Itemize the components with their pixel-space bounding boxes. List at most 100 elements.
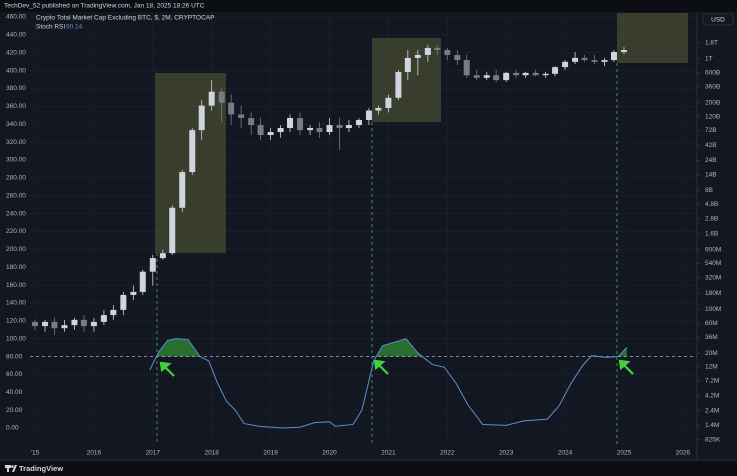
y2-tick-label: 900M xyxy=(705,246,721,253)
y2-tick-label: 540M xyxy=(705,260,721,267)
candle-body xyxy=(51,321,58,329)
y2-tick-label: 1T xyxy=(705,56,713,63)
candle-body xyxy=(326,125,333,133)
candle-body xyxy=(100,315,107,322)
candle-body xyxy=(307,127,314,131)
y-tick-label: 300.00 xyxy=(6,157,26,164)
x-tick-label: 2023 xyxy=(499,450,514,457)
y-tick-label: 260.00 xyxy=(6,192,26,199)
currency-box xyxy=(702,13,734,26)
x-tick-label: 2019 xyxy=(263,450,278,457)
x-tick-label: 2020 xyxy=(322,450,337,457)
x-tick-label: 2021 xyxy=(381,450,396,457)
arrow-head xyxy=(373,359,386,371)
y-tick-label: 0.00 xyxy=(6,425,19,432)
y-tick-label: 460.00 xyxy=(6,14,26,21)
y-tick-label: 220.00 xyxy=(6,228,26,235)
candle-body xyxy=(90,321,97,327)
y2-tick-label: 24B xyxy=(705,157,717,164)
y-tick-label: 360.00 xyxy=(6,103,26,110)
x-tick-label: '15 xyxy=(31,450,40,457)
y2-tick-label: 1.8T xyxy=(705,40,718,47)
arrow-head xyxy=(618,359,631,371)
candle-body xyxy=(581,57,588,61)
y2-tick-label: 2.4M xyxy=(705,407,719,414)
y-tick-label: 320.00 xyxy=(6,139,26,146)
y2-tick-label: 200B xyxy=(705,99,720,106)
candle-body xyxy=(71,319,78,326)
y2-tick-label: 72B xyxy=(705,127,717,134)
header-band xyxy=(0,0,737,12)
arrow-head xyxy=(159,361,172,373)
y-tick-label: 240.00 xyxy=(6,210,26,217)
candle-body xyxy=(424,47,431,55)
candle-body xyxy=(493,75,500,81)
candle-body xyxy=(375,107,382,111)
y2-tick-label: 42B xyxy=(705,142,717,149)
highlight-box xyxy=(617,13,688,63)
y-tick-label: 440.00 xyxy=(6,32,26,39)
candle-body xyxy=(522,72,529,76)
brand-logo xyxy=(5,465,17,472)
y2-tick-label: 120B xyxy=(705,113,720,120)
indicator-line xyxy=(149,338,628,429)
candle-body xyxy=(552,67,559,74)
y-tick-label: 20.00 xyxy=(6,407,23,414)
candle-body xyxy=(601,60,608,62)
candle-body xyxy=(110,309,117,316)
candle-body xyxy=(454,54,461,61)
plot-area xyxy=(30,45,697,429)
y-tick-label: 380.00 xyxy=(6,85,26,92)
candle-body xyxy=(169,207,176,254)
grid xyxy=(30,12,697,445)
y2-tick-label: 1.6B xyxy=(705,231,718,238)
candle-body xyxy=(179,172,186,208)
y2-tick-label: 600B xyxy=(705,70,720,77)
candle-body xyxy=(355,119,362,126)
y2-tick-label: 825K xyxy=(705,437,721,444)
y2-tick-label: 14B xyxy=(705,172,717,179)
y-tick-label: 140.00 xyxy=(6,300,26,307)
y2-tick-label: 2.8B xyxy=(705,215,718,222)
candle-body xyxy=(208,91,215,106)
candle-body xyxy=(345,125,352,128)
candle-body xyxy=(513,72,520,76)
candle-body xyxy=(218,91,225,103)
candle-body xyxy=(532,72,539,76)
candle-body xyxy=(365,110,372,120)
candle-body xyxy=(503,72,510,81)
candle-body xyxy=(395,71,402,98)
x-tick-label: 2016 xyxy=(87,450,102,457)
y-tick-label: 160.00 xyxy=(6,282,26,289)
y-tick-label: 60.00 xyxy=(6,371,23,378)
y2-tick-label: 8B xyxy=(705,187,713,194)
candle-body xyxy=(189,130,196,173)
candle-body xyxy=(277,127,284,133)
y-tick-label: 80.00 xyxy=(6,353,23,360)
candle-body xyxy=(61,325,68,329)
y2-tick-label: 320M xyxy=(705,274,721,281)
candle-body xyxy=(130,291,137,295)
candle-body xyxy=(542,73,549,76)
y-tick-label: 40.00 xyxy=(6,389,23,396)
y2-tick-label: 7.2M xyxy=(705,378,719,385)
candle-body xyxy=(139,271,146,292)
y2-tick-label: 100M xyxy=(705,306,721,313)
logo-part xyxy=(11,465,14,468)
candle-body xyxy=(257,125,264,136)
y-tick-label: 120.00 xyxy=(6,318,26,325)
x-tick-label: 2026 xyxy=(676,450,691,457)
candle-body xyxy=(414,54,421,58)
candle-body xyxy=(620,50,627,53)
axes: '15 2016 2017 2018 2019 2020 2021 2022 2023 2024 2… xyxy=(6,14,721,457)
currency: USD xyxy=(711,17,725,24)
candle-body xyxy=(572,57,579,62)
candle-body xyxy=(32,321,39,327)
overbought-fill xyxy=(149,338,627,357)
y2-tick-label: 20M xyxy=(705,350,718,357)
y-tick-label: 400.00 xyxy=(6,67,26,74)
y2-tick-label: 180M xyxy=(705,290,721,297)
footer-band xyxy=(0,461,737,476)
candle-body xyxy=(198,105,205,131)
